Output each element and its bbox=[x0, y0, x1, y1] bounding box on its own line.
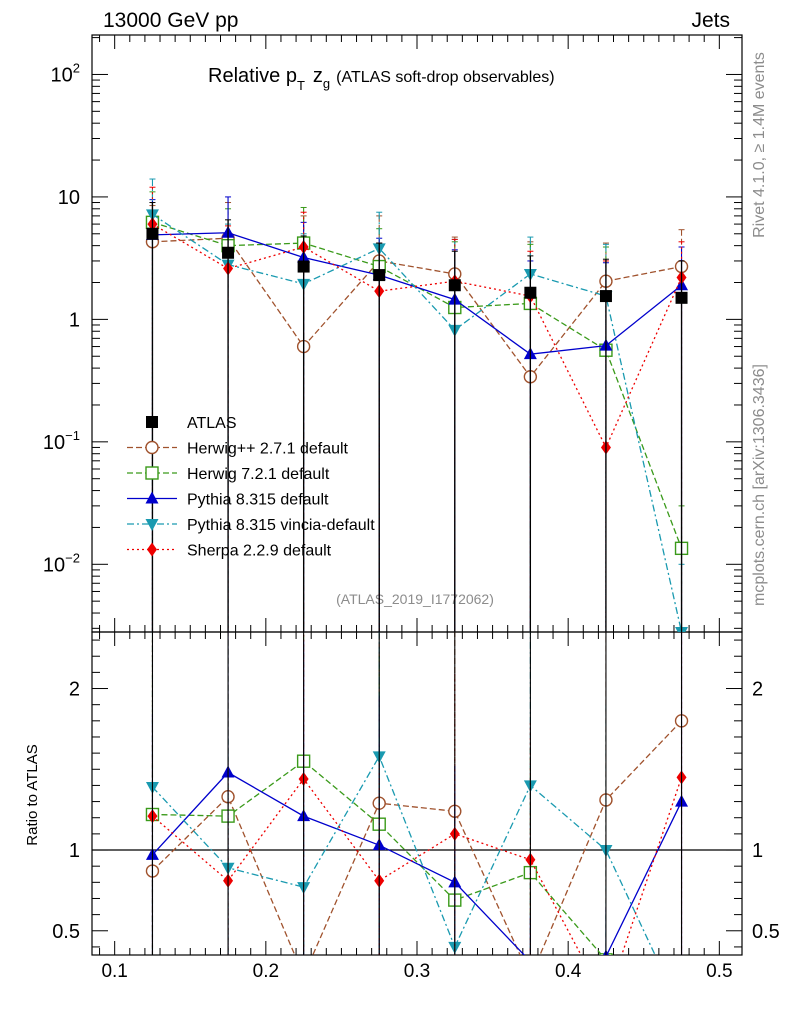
legend-label: Pythia 8.315 vincia-default bbox=[187, 517, 375, 534]
y-tick-label-base: 10 bbox=[58, 187, 80, 209]
title-relative: Relative p bbox=[208, 65, 297, 87]
series-line bbox=[152, 221, 683, 549]
ratio-y-tick-label-right: 0.5 bbox=[752, 921, 780, 943]
y-tick-label-base: 10 bbox=[51, 64, 73, 86]
data-point-marker bbox=[675, 1007, 688, 1019]
data-point-marker bbox=[146, 227, 159, 240]
data-point-marker bbox=[145, 491, 159, 504]
legend-entry-0: ATLAS bbox=[146, 415, 237, 432]
y-tick-label: 10−2 bbox=[43, 550, 80, 576]
ratio-y-tick-label-right: 1 bbox=[752, 840, 763, 862]
y-tick-label: 10 bbox=[58, 187, 80, 209]
plot-title: Relative pT zg (ATLAS soft-drop observable… bbox=[208, 65, 555, 93]
ratio-series-line bbox=[152, 720, 683, 955]
y-tick-label: 1 bbox=[69, 309, 80, 331]
y-tick-label: 10−1 bbox=[43, 428, 80, 454]
title-pt-subscript: T bbox=[297, 78, 305, 93]
x-tick-label: 0.4 bbox=[555, 961, 582, 982]
ratio-panel-series bbox=[145, 632, 689, 1019]
y-tick-label-base: 10 bbox=[43, 432, 65, 454]
rivet-version-label: Rivet 4.1.0, ≥ 1.4M events bbox=[751, 52, 768, 238]
title-rest: (ATLAS soft-drop observables) bbox=[336, 69, 554, 86]
ratio-series-line bbox=[151, 771, 683, 955]
data-point-marker bbox=[524, 286, 537, 299]
data-point-marker bbox=[530, 954, 531, 955]
y-tick-label: 102 bbox=[51, 60, 80, 86]
data-point-marker bbox=[599, 290, 612, 303]
data-point-marker bbox=[145, 440, 159, 455]
y-tick-label-base: 1 bbox=[69, 309, 80, 331]
data-point-marker bbox=[601, 995, 611, 1009]
header-left-label: 13000 GeV pp bbox=[103, 9, 238, 32]
data-point-marker bbox=[297, 260, 310, 273]
y-tick-label-exponent: 2 bbox=[73, 60, 80, 75]
analysis-id: (ATLAS_2019_I1772062) bbox=[336, 591, 494, 607]
ratio-series-line bbox=[152, 777, 683, 955]
ratio-y-tick-label-left: 0.5 bbox=[52, 921, 80, 943]
legend-label: Herwig++ 2.7.1 default bbox=[187, 441, 349, 458]
legend-label: Pythia 8.315 default bbox=[187, 492, 329, 509]
ratio-y-tick-label-left: 1 bbox=[69, 840, 80, 862]
title-zg: z bbox=[313, 65, 323, 87]
data-point-marker bbox=[373, 269, 386, 282]
data-point-marker bbox=[298, 970, 310, 982]
series-0 bbox=[146, 202, 688, 632]
data-point-marker bbox=[145, 466, 159, 480]
ratio-axis-label: Ratio to ATLAS bbox=[24, 744, 41, 845]
data-point-marker bbox=[145, 519, 159, 531]
title-zg-subscript: g bbox=[323, 76, 330, 91]
series-line bbox=[152, 223, 683, 449]
main-panel-series bbox=[145, 178, 689, 632]
data-point-marker bbox=[222, 246, 235, 259]
x-tick-label: 0.3 bbox=[404, 961, 430, 982]
legend-entry-2: Herwig 7.2.1 default bbox=[127, 466, 330, 483]
ratio-series-0 bbox=[151, 632, 683, 955]
legend: ATLAS Herwig++ 2.7.1 default Herwig 7.2.1 … bbox=[127, 415, 375, 560]
ratio-panel-frame bbox=[91, 631, 743, 956]
data-point-marker bbox=[146, 416, 158, 428]
data-point-marker bbox=[676, 1004, 688, 1016]
data-point-marker bbox=[147, 542, 157, 557]
legend-entry-1: Herwig++ 2.7.1 default bbox=[127, 441, 349, 458]
legend-entry-4: Pythia 8.315 vincia-default bbox=[127, 517, 375, 534]
data-point-marker bbox=[675, 291, 688, 304]
x-tick-label: 0.5 bbox=[706, 961, 732, 982]
data-point-marker bbox=[599, 953, 613, 955]
mcplots-label: mcplots.cern.ch [arXiv:1306.3436] bbox=[751, 364, 768, 606]
legend-entry-5: Sherpa 2.2.9 default bbox=[127, 542, 332, 560]
x-tick-label: 0.2 bbox=[253, 961, 279, 982]
legend-label: ATLAS bbox=[187, 415, 237, 432]
y-tick-label-base: 10 bbox=[43, 554, 65, 576]
header-right-label: Jets bbox=[691, 9, 730, 32]
x-tick-label: 0.1 bbox=[101, 961, 127, 982]
ratio-y-tick-label-right: 2 bbox=[752, 679, 763, 701]
ratio-y-tick-label-left: 2 bbox=[69, 679, 80, 701]
legend-entry-3: Pythia 8.315 default bbox=[127, 491, 329, 509]
y-tick-label-exponent: −1 bbox=[65, 428, 80, 443]
legend-label: Sherpa 2.2.9 default bbox=[187, 543, 332, 560]
y-tick-label-exponent: −2 bbox=[65, 550, 80, 565]
legend-label: Herwig 7.2.1 default bbox=[187, 466, 330, 483]
series-line bbox=[152, 232, 682, 355]
ratio-series-line bbox=[152, 760, 603, 955]
data-point-marker bbox=[448, 279, 461, 292]
data-point-marker bbox=[524, 972, 536, 984]
ratio-series-line bbox=[151, 754, 656, 955]
series-line bbox=[152, 237, 682, 378]
